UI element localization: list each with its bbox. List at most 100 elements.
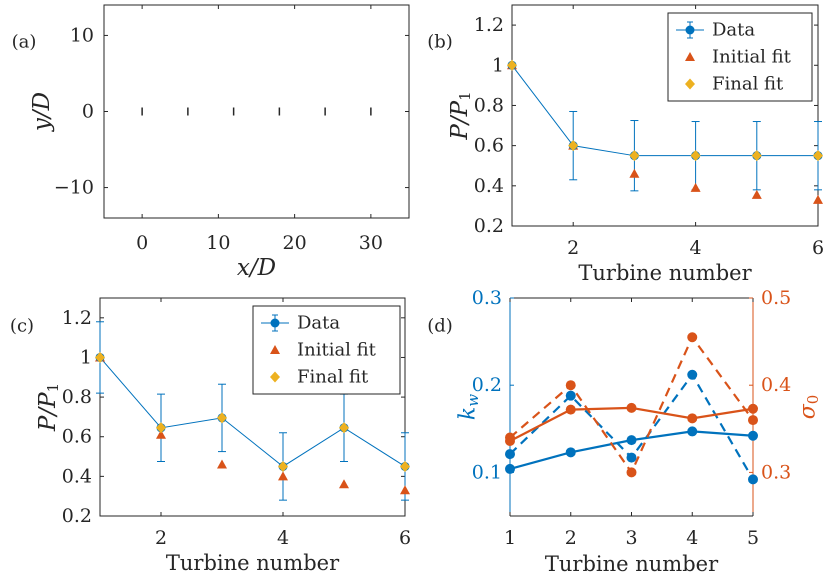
y-tick-label: 1 bbox=[80, 346, 92, 368]
initial-fit-marker bbox=[629, 168, 640, 178]
y-tick-label: 0.6 bbox=[474, 135, 504, 157]
initial-fit-marker bbox=[339, 479, 349, 489]
y-tick-label: 1.2 bbox=[474, 14, 504, 36]
x-tick-label: 4 bbox=[277, 527, 289, 549]
x-tick-label: 2 bbox=[155, 527, 167, 549]
legend-initial-fit-marker bbox=[685, 52, 695, 61]
right-y-tick-label: 0.4 bbox=[761, 374, 791, 396]
y-tick-label: −10 bbox=[54, 177, 94, 199]
x-tick-label: 2 bbox=[565, 527, 577, 549]
left-y-tick-label: 0.3 bbox=[472, 287, 502, 309]
x-tick-label: 10 bbox=[206, 232, 230, 254]
panel-b-ylabel: P/P1 bbox=[447, 91, 474, 140]
final-fit-marker bbox=[278, 460, 288, 472]
initial-fit-marker bbox=[690, 182, 701, 192]
final-fit-marker bbox=[156, 422, 166, 434]
initial-fit-marker bbox=[813, 194, 823, 204]
x-tick-label: 1 bbox=[504, 527, 516, 549]
x-tick-label: 0 bbox=[136, 232, 148, 254]
kw-point bbox=[505, 449, 515, 460]
sigma0-point bbox=[687, 413, 698, 424]
panel-a-ylabel: y/D bbox=[29, 92, 55, 132]
final-fit-marker bbox=[217, 412, 227, 424]
legend-initial-fit-marker bbox=[270, 345, 280, 354]
left-y-tick-label: 0.2 bbox=[472, 374, 502, 396]
legend-final-fit-label: Final fit bbox=[297, 367, 369, 388]
panel-b-label: (b) bbox=[427, 32, 453, 53]
final-fit-marker bbox=[507, 59, 517, 71]
panel-d-left-ylabel: kw bbox=[456, 394, 483, 420]
final-fit-marker bbox=[400, 460, 410, 472]
kw-point bbox=[565, 447, 576, 458]
y-tick-label: 0.6 bbox=[62, 426, 92, 448]
x-tick-label: 4 bbox=[690, 237, 702, 259]
panel-c-ylabel: P/P1 bbox=[35, 383, 62, 432]
y-tick-label: 10 bbox=[70, 24, 94, 46]
sigma0-point bbox=[748, 403, 758, 414]
y-tick-label: 0 bbox=[82, 101, 94, 123]
right-y-tick-label: 0.3 bbox=[761, 461, 791, 483]
kw-point bbox=[748, 430, 758, 441]
final-fit-marker bbox=[339, 422, 349, 434]
legend-data-label: Data bbox=[297, 313, 340, 334]
initial-fit-marker bbox=[156, 429, 166, 439]
legend-final-fit-marker bbox=[270, 371, 280, 383]
sigma0-point bbox=[687, 332, 698, 343]
panel-a-xlabel: x/D bbox=[237, 255, 276, 281]
kw-point bbox=[626, 452, 637, 463]
x-tick-label: 5 bbox=[747, 527, 759, 549]
x-tick-label: 30 bbox=[359, 232, 383, 254]
y-tick-label: 0.8 bbox=[62, 386, 92, 408]
y-tick-label: 0.4 bbox=[474, 175, 504, 197]
panel-d-xlabel: Turbine number bbox=[545, 552, 719, 576]
y-tick-label: 0.2 bbox=[474, 215, 504, 237]
sigma0-point bbox=[565, 380, 576, 391]
left-y-tick-label: 0.1 bbox=[472, 461, 502, 483]
legend-data-marker bbox=[270, 318, 280, 328]
legend-data-label: Data bbox=[712, 20, 755, 41]
kw-point bbox=[626, 435, 637, 446]
legend-initial-fit-label: Initial fit bbox=[712, 47, 792, 68]
final-fit-marker bbox=[751, 150, 762, 162]
panel-c-xlabel: Turbine number bbox=[166, 551, 340, 575]
panel-c-axes bbox=[99, 297, 406, 517]
kw-point bbox=[505, 463, 515, 474]
kw-point bbox=[687, 426, 698, 437]
final-fit-marker bbox=[690, 150, 701, 162]
legend-data-marker bbox=[685, 25, 695, 35]
y-tick-label: 1 bbox=[492, 54, 504, 76]
x-tick-label: 4 bbox=[686, 527, 698, 549]
x-tick-label: 6 bbox=[812, 237, 823, 259]
sigma0-point bbox=[748, 415, 758, 426]
x-tick-label: 3 bbox=[625, 527, 637, 549]
x-tick-label: 2 bbox=[567, 237, 579, 259]
kw-point bbox=[748, 474, 758, 485]
legend-initial-fit-label: Initial fit bbox=[297, 340, 377, 361]
final-fit-marker bbox=[813, 150, 823, 162]
initial-fit-marker bbox=[751, 189, 762, 199]
x-tick-label: 20 bbox=[283, 232, 307, 254]
data-line bbox=[511, 64, 818, 157]
sigma0-point bbox=[505, 432, 515, 443]
legend-final-fit-label: Final fit bbox=[712, 74, 784, 95]
sigma0-point bbox=[626, 402, 637, 413]
kw-point bbox=[565, 390, 576, 401]
initial-fit-marker bbox=[400, 485, 410, 495]
panel-a-axes bbox=[103, 4, 410, 219]
y-tick-label: 0.8 bbox=[474, 94, 504, 116]
panel-d-label: (d) bbox=[427, 316, 453, 337]
sigma0-point bbox=[626, 467, 637, 478]
right-y-tick-label: 0.5 bbox=[761, 287, 791, 309]
panel-a-label: (a) bbox=[12, 32, 37, 53]
final-fit-marker bbox=[95, 351, 105, 363]
panel-b-xlabel: Turbine number bbox=[578, 261, 752, 285]
final-fit-marker bbox=[629, 150, 640, 162]
panel-d-right-ylabel: σ0 bbox=[796, 395, 823, 420]
initial-fit-marker bbox=[217, 459, 227, 469]
kw-point bbox=[687, 369, 698, 380]
legend-final-fit-marker bbox=[685, 78, 695, 90]
sigma0-point bbox=[565, 404, 576, 415]
y-tick-label: 0.4 bbox=[62, 465, 92, 487]
y-tick-label: 1.2 bbox=[62, 307, 92, 329]
